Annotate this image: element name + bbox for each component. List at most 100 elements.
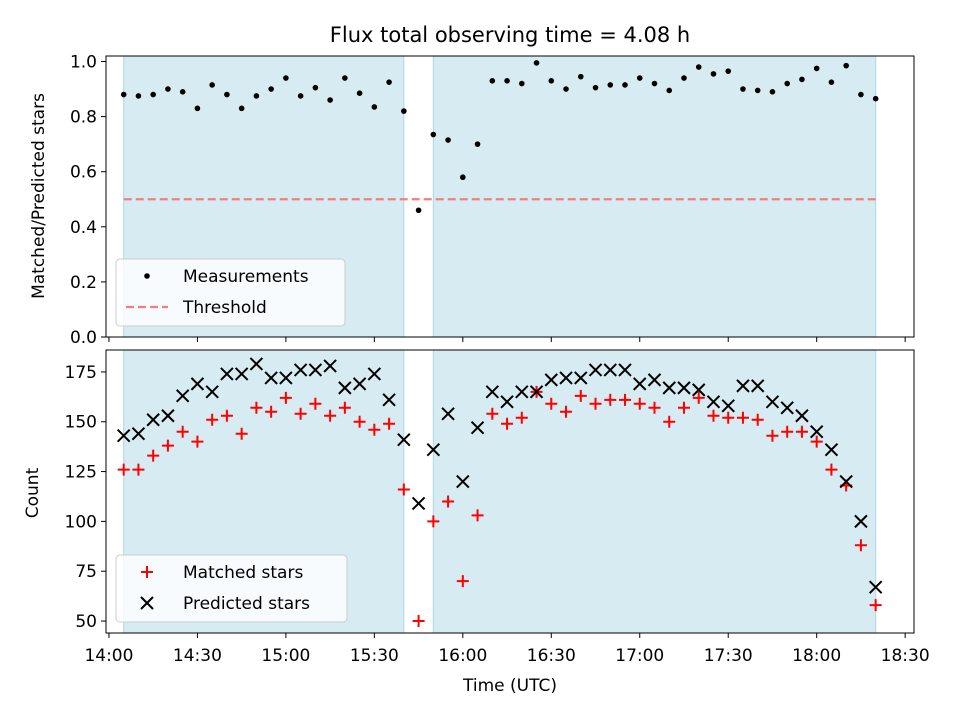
observing-interval: [432, 349, 877, 634]
matched-star-point: [663, 415, 676, 428]
predicted-star-point: [824, 442, 839, 457]
predicted-star-point: [352, 377, 367, 391]
predicted-star-point: [854, 514, 868, 529]
measurement-point: [460, 174, 466, 181]
matched-star-point: [265, 405, 278, 418]
bottom-xtick-label: 15:30: [350, 646, 399, 666]
bottom-xtick-label: 16:30: [527, 646, 576, 666]
matched-star-point: [147, 449, 160, 462]
predicted-star-point: [529, 385, 544, 399]
predicted-star-point: [765, 395, 780, 409]
predicted-star-point: [264, 371, 278, 385]
matched-star-point: [427, 515, 440, 528]
top-ytick-label: 0.0: [70, 328, 97, 348]
bottom-ytick-label: 175: [65, 363, 97, 383]
bottom-ytick-label: 75: [75, 562, 97, 582]
measurement-point: [474, 141, 481, 147]
matched-star-point: [854, 539, 867, 552]
measurement-point: [725, 68, 732, 74]
matched-star-point: [412, 615, 425, 628]
measurement-point: [533, 60, 540, 66]
predicted-star-point: [795, 409, 809, 423]
matched-star-point: [161, 439, 174, 452]
measurement-point: [489, 77, 496, 84]
measurement-point: [194, 105, 201, 112]
predicted-star-point: [603, 363, 617, 377]
bottom-legend: Matched stars Predicted stars: [115, 554, 348, 623]
matched-star-point: [810, 435, 823, 448]
matched-star-point: [560, 405, 573, 418]
top-ytick-label: 1.0: [70, 53, 97, 73]
measurement-point: [356, 90, 363, 96]
bottom-ytick-label: 125: [65, 463, 97, 483]
predicted-star-point: [411, 496, 426, 511]
predicted-star-point: [279, 371, 293, 385]
predicted-star-point: [618, 363, 632, 377]
predicted-star-point: [426, 442, 441, 457]
matched-star-point: [795, 425, 808, 438]
matched-star-point: [515, 411, 528, 424]
measurement-point: [563, 86, 569, 92]
matched-star-point: [442, 495, 455, 508]
measurement-point: [165, 86, 171, 92]
measurement-point: [636, 75, 643, 81]
predicted-star-point: [662, 381, 676, 395]
predicted-star-point: [809, 425, 824, 439]
predicted-star-point: [456, 474, 470, 489]
measurement-point: [268, 86, 274, 92]
matched-star-point: [589, 397, 602, 410]
predicted-star-point: [161, 409, 175, 423]
matched-star-point: [279, 391, 292, 404]
matched-star-point: [751, 413, 764, 426]
measurement-point: [401, 108, 407, 114]
measurement-point: [828, 79, 835, 85]
measurement-point: [843, 62, 849, 69]
matched-star-point: [766, 429, 779, 442]
bottom-ytick-label: 100: [65, 512, 97, 532]
predicted-star-point: [485, 385, 500, 399]
measurement-point: [224, 91, 230, 98]
matched-star-point: [250, 401, 263, 414]
bottom-xtick-label: 16:00: [438, 646, 487, 666]
measurement-point: [342, 75, 348, 81]
predicted-star-point: [293, 363, 308, 377]
matched-star-point: [397, 483, 410, 496]
matched-star-point: [781, 425, 794, 438]
measurement-point: [858, 91, 864, 98]
predicted-star-point: [308, 363, 323, 377]
measurement-point: [386, 79, 392, 85]
legend-predicted-label: Predicted stars: [183, 594, 310, 614]
matched-star-point: [574, 389, 587, 402]
matched-star-point: [338, 401, 351, 414]
top-panel: 0.0 0.2 0.4 0.6 0.8 1.0 Matched/Predicted sta…: [29, 53, 915, 348]
matched-star-point: [692, 391, 705, 404]
measurement-point: [150, 91, 156, 98]
matched-star-point: [191, 435, 204, 448]
matched-star-point: [235, 427, 248, 440]
bottom-xtick-label: 17:30: [704, 646, 753, 666]
measurement-point: [135, 93, 142, 99]
legend-measurements-label: Measurements: [183, 267, 309, 287]
predicted-star-point: [721, 399, 735, 413]
predicted-star-point: [633, 377, 647, 391]
measurement-point: [872, 95, 879, 102]
top-ytick-label: 0.2: [70, 273, 97, 293]
predicted-star-point: [175, 389, 190, 403]
matched-star-point: [545, 397, 558, 410]
matched-star-point: [220, 409, 233, 422]
predicted-star-point: [868, 580, 883, 594]
top-ylabel: Matched/Predicted stars: [29, 93, 49, 299]
predicted-star-point: [131, 426, 146, 441]
measurement-point: [592, 84, 599, 91]
bottom-ylabel: Count: [23, 467, 43, 518]
measurement-point: [209, 82, 215, 88]
predicted-star-point: [780, 401, 794, 415]
predicted-star-point: [234, 367, 249, 381]
chart-title: Flux total observing time = 4.08 h: [330, 23, 690, 47]
predicted-star-point: [559, 371, 573, 385]
matched-star-point: [619, 393, 632, 406]
matched-star-point: [707, 409, 720, 422]
bottom-ytick-label: 150: [65, 413, 97, 433]
measurement-point: [430, 131, 437, 138]
measurement-point: [518, 80, 525, 87]
